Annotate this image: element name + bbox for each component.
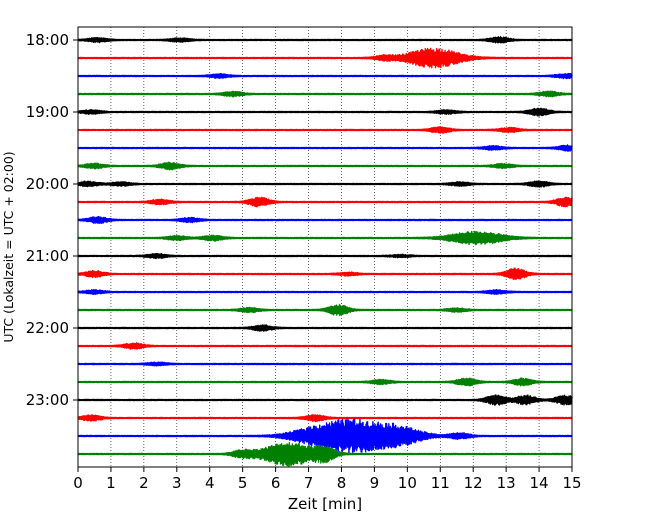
x-tick-label: 7	[304, 474, 314, 492]
x-tick-label: 6	[271, 474, 281, 492]
vertical-gridlines	[110, 27, 540, 467]
trace-line	[77, 216, 573, 224]
trace-line	[77, 442, 573, 467]
trace-line	[77, 72, 573, 80]
x-axis-title: Zeit [min]	[288, 495, 362, 513]
y-tick-label: 18:00	[26, 31, 69, 49]
trace-line	[77, 144, 573, 152]
trace-line	[77, 418, 573, 454]
trace-line	[77, 47, 573, 69]
x-tick-label: 12	[464, 474, 483, 492]
trace-line	[77, 304, 573, 317]
x-tick-label: 9	[370, 474, 380, 492]
x-axis-ticks: 0 1 2 3 4 5 6 7 8 9 10 11 12 13 14 15	[73, 467, 582, 492]
trace-line	[77, 196, 573, 208]
plot-frame	[78, 27, 572, 467]
y-tick-label: 23:00	[26, 391, 69, 409]
trace-line	[77, 324, 573, 332]
x-tick-label: 13	[497, 474, 516, 492]
trace-line	[77, 267, 573, 280]
trace-line	[77, 126, 573, 134]
trace-line	[77, 230, 573, 246]
x-tick-label: 10	[398, 474, 417, 492]
trace-line	[77, 394, 573, 406]
x-tick-label: 2	[139, 474, 149, 492]
trace-line	[77, 107, 573, 117]
x-tick-label: 1	[106, 474, 116, 492]
plot-border	[77, 26, 573, 468]
trace-line	[77, 180, 573, 188]
x-tick-label: 15	[562, 474, 581, 492]
x-tick-label: 8	[337, 474, 347, 492]
y-axis-ticks: 18:00 19:00 20:00 21:00 22:00 23:00	[26, 31, 78, 409]
trace-line	[77, 413, 573, 423]
trace-line	[77, 342, 573, 350]
x-tick-label: 11	[431, 474, 450, 492]
y-tick-label: 22:00	[26, 319, 69, 337]
y-tick-label: 20:00	[26, 175, 69, 193]
y-tick-label: 19:00	[26, 103, 69, 121]
trace-line	[77, 377, 573, 387]
x-tick-label: 14	[530, 474, 549, 492]
y-tick-label: 21:00	[26, 247, 69, 265]
trace-line	[77, 36, 573, 44]
trace-line	[77, 361, 573, 367]
trace-line	[77, 289, 573, 295]
x-tick-label: 3	[172, 474, 182, 492]
x-tick-label: 5	[238, 474, 248, 492]
plot-area	[77, 26, 573, 468]
trace-series	[77, 36, 573, 467]
y-axis-title: UTC (Lokalzeit = UTC + 02:00)	[1, 151, 16, 342]
trace-line	[77, 252, 573, 260]
trace-line	[77, 90, 573, 98]
x-tick-label: 4	[205, 474, 215, 492]
x-tick-label: 0	[73, 474, 83, 492]
trace-line	[77, 161, 573, 171]
